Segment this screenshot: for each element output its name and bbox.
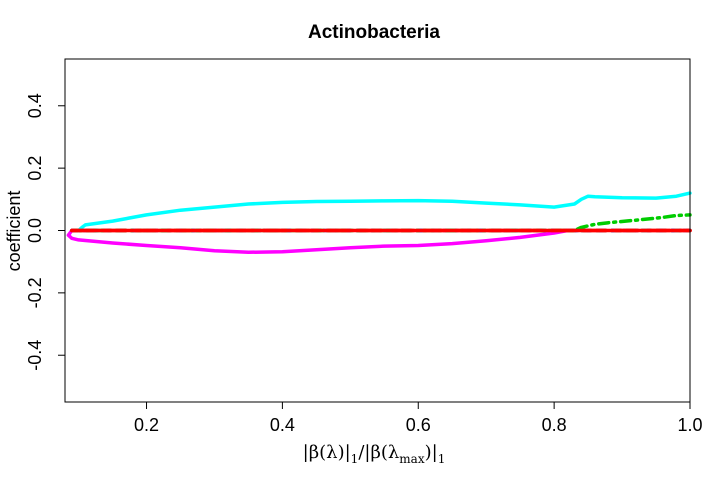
series-line	[76, 191, 692, 233]
x-axis-label: |β(λ)|1/|β(λmax)|1	[303, 442, 446, 466]
series-line	[70, 213, 692, 233]
y-tick-label: 0.2	[25, 156, 45, 181]
y-axis-label: coefficient	[4, 191, 24, 272]
x-tick-label: 0.4	[270, 415, 295, 435]
chart-title: Actinobacteria	[308, 22, 440, 43]
y-tick-label: -0.4	[25, 340, 45, 371]
series-layer	[66, 191, 692, 255]
x-axis-label-part: /|β(λ	[358, 442, 399, 463]
y-tick-label: -0.2	[25, 277, 45, 308]
x-axis-label-sub: 1	[351, 452, 359, 466]
x-axis: 0.2 0.4 0.6 0.8 1.0	[134, 402, 703, 435]
series-line	[66, 228, 570, 255]
x-tick-label: 1.0	[677, 415, 702, 435]
x-axis-label-sub: max	[399, 452, 425, 466]
x-tick-label: 0.8	[542, 415, 567, 435]
x-tick-label: 0.2	[134, 415, 159, 435]
y-axis: -0.4 -0.2 0.0 0.2 0.4	[25, 93, 65, 371]
y-tick-label: 0.4	[25, 93, 45, 118]
x-tick-label: 0.6	[406, 415, 431, 435]
x-axis-label-part: |β(λ)|	[303, 442, 351, 463]
y-tick-label: 0.0	[25, 218, 45, 243]
x-axis-label-part: )|	[425, 442, 438, 463]
x-axis-label-sub: 1	[438, 452, 446, 466]
